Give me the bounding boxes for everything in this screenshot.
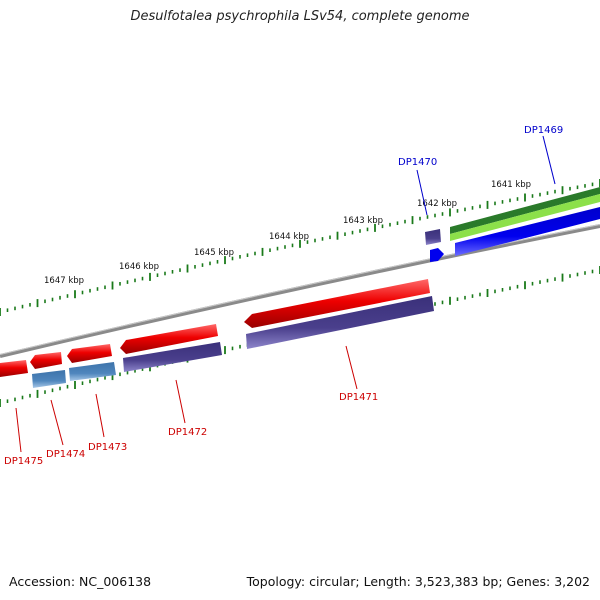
dp1473-leader	[95, 393, 105, 438]
dp1472-cds-feature	[123, 342, 222, 372]
genome-backbone	[0, 224, 600, 358]
gene-label-dp1469[interactable]: DP1469	[524, 125, 563, 136]
map-title: Desulfotalea psychrophila LSv54, complet…	[130, 9, 470, 24]
dp1469-leader	[542, 135, 556, 185]
gene-label-dp1473[interactable]: DP1473	[88, 442, 127, 453]
gene-label-dp1471[interactable]: DP1471	[339, 392, 378, 403]
dp1473-rna-feature	[69, 362, 116, 381]
gene-label-dp1470[interactable]: DP1470	[398, 157, 437, 168]
light-green-band	[450, 194, 600, 241]
topology-summary: Topology: circular; Length: 3,523,383 bp…	[246, 574, 590, 589]
scale-label-1644: 1644 kbp	[269, 232, 309, 242]
dp1475-leader	[15, 407, 22, 453]
dp1470-cds-feature	[425, 229, 441, 245]
dp1469-reverse-cds	[455, 207, 600, 256]
dp1472-forward-cds	[120, 324, 218, 354]
dp1470-reverse-cds	[430, 248, 444, 262]
dp1472-leader	[175, 379, 186, 424]
scale-label-1647: 1647 kbp	[44, 276, 84, 286]
upper-scale-ticks	[0, 179, 600, 316]
dp1474-leader	[50, 399, 64, 446]
scale-label-1642: 1642 kbp	[417, 199, 457, 209]
dp1471-leader	[345, 345, 358, 390]
dp1471-cds-feature	[246, 296, 434, 349]
scale-label-1645: 1645 kbp	[194, 248, 234, 258]
dp1475-forward-cds	[0, 360, 28, 377]
gene-dp1469-track	[450, 187, 600, 256]
scale-label-1643: 1643 kbp	[343, 216, 383, 226]
gene-label-dp1472[interactable]: DP1472	[168, 427, 207, 438]
scale-label-1641: 1641 kbp	[491, 180, 531, 190]
dp1471-forward-cds	[244, 279, 430, 328]
dp1473-forward-cds	[67, 344, 112, 363]
dp1474-rna-feature	[32, 370, 66, 388]
scale-label-1646: 1646 kbp	[119, 262, 159, 272]
accession-text: Accession: NC_006138	[9, 574, 152, 589]
gene-label-dp1475[interactable]: DP1475	[4, 456, 43, 467]
dp1470-leader	[416, 169, 428, 216]
dp1474-forward-cds	[30, 352, 62, 369]
gene-label-dp1474[interactable]: DP1474	[46, 449, 85, 460]
outer-green-band	[450, 187, 600, 234]
